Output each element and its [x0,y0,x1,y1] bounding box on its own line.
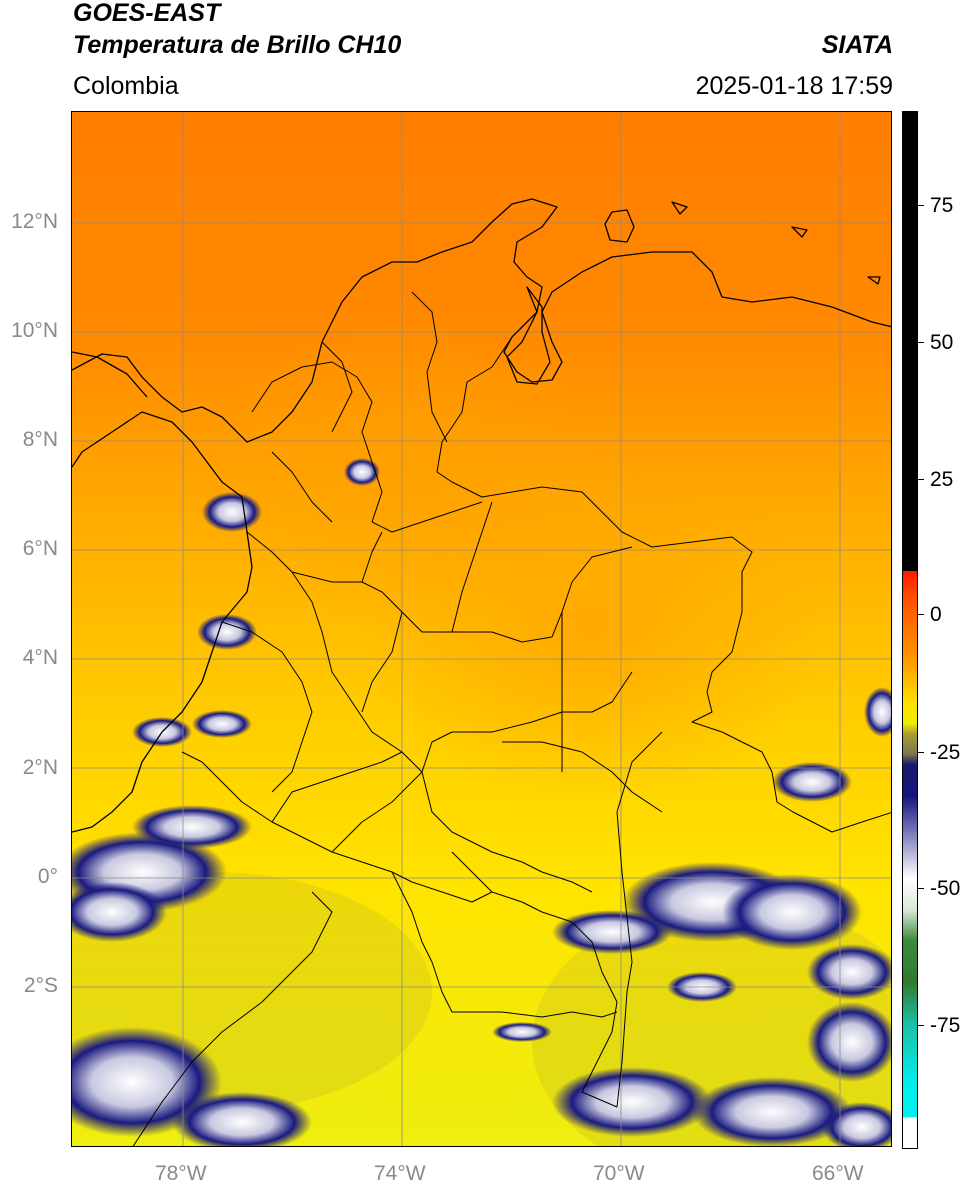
lon-label-70w: 70°W [593,1162,645,1185]
department-border [221,621,313,713]
colorbar-label-50: 50 [930,331,954,354]
cloud-cluster [552,910,672,954]
colorbar [902,111,918,1149]
cloud-cluster [807,944,891,1000]
department-border [361,531,383,583]
cloud-cluster [807,1002,891,1082]
department-border [451,501,493,633]
coastlines [72,198,891,833]
cloud-cluster [197,614,257,650]
datetime-label: 2025-01-18 17:59 [695,72,893,100]
island [671,201,688,215]
department-border [251,361,383,523]
colorbar-label-neg50: -50 [930,877,961,900]
colorbar-label-0: 0 [930,603,942,626]
cloud-cluster [202,492,262,532]
department-border [291,571,492,633]
cloud-tops [72,458,891,1146]
pacific-coastline [72,411,253,833]
department-border [271,751,403,823]
cloud-cluster [722,874,862,950]
colorbar-tick [918,205,924,206]
peru-border [391,871,618,1018]
ecuador-peru-border [132,891,333,1146]
cloud-cluster [864,687,891,737]
department-border [271,711,313,793]
lat-label-10n: 10°N [11,319,58,342]
colorbar-gradient [903,112,917,1148]
cloud-cluster [172,1092,312,1146]
cloud-cluster [132,805,252,849]
lat-label-6n: 6°N [22,537,58,560]
lon-label-74w: 74°W [374,1162,426,1185]
colorbar-tick [918,752,924,753]
department-border [411,291,448,443]
lon-label-66w: 66°W [812,1162,864,1185]
department-border [331,771,423,853]
venezuela-border [436,336,891,833]
department-border [321,341,353,433]
satellite-map [71,111,892,1147]
region-label: Colombia [73,72,179,100]
department-border [421,671,633,773]
cloud-cluster [192,710,252,738]
panama-coast [72,351,148,398]
lake-maracaibo [506,286,551,385]
borders [132,291,891,1146]
island [604,209,635,243]
colorbar-label-25: 25 [930,468,954,491]
department-border [421,771,593,893]
cloud-cluster [822,1102,891,1146]
colorbar-tick [918,614,924,615]
cloud-cluster [772,762,852,802]
lat-label-2n: 2°N [22,756,58,779]
department-border [361,611,403,713]
department-border [451,851,493,893]
cloud-cluster [552,1067,712,1137]
department-border [502,741,663,813]
island [867,276,881,285]
cloud-cluster [692,1077,852,1146]
lat-label-8n: 8°N [22,428,58,451]
cloud-cluster [344,458,380,486]
colorbar-tick [918,1025,924,1026]
caribbean-coastline [72,198,891,443]
lat-label-2s: 2°S [23,974,58,997]
department-border [271,451,333,523]
department-border [246,531,423,773]
satellite-title: GOES-EAST [73,0,221,27]
department-border [371,501,483,533]
lat-label-0: 0° [37,865,58,888]
lat-label-12n: 12°N [11,210,58,233]
agency-label: SIATA [821,31,893,59]
colorbar-tick [918,888,924,889]
lat-label-4n: 4°N [22,646,58,669]
colorbar-label-neg75: -75 [930,1014,961,1037]
colorbar-tick [918,479,924,480]
island [791,226,808,238]
colorbar-label-75: 75 [930,194,954,217]
cloud-cluster [492,1022,552,1042]
colorbar-tick [918,342,924,343]
product-title: Temperatura de Brillo CH10 [73,31,402,59]
colorbar-label-neg25: -25 [930,741,961,764]
lon-label-78w: 78°W [155,1162,207,1185]
map-canvas [72,112,891,1146]
cloud-cluster [72,882,167,942]
brazil-peru-ecuador-border [181,731,663,1108]
gridlines [72,112,891,1146]
